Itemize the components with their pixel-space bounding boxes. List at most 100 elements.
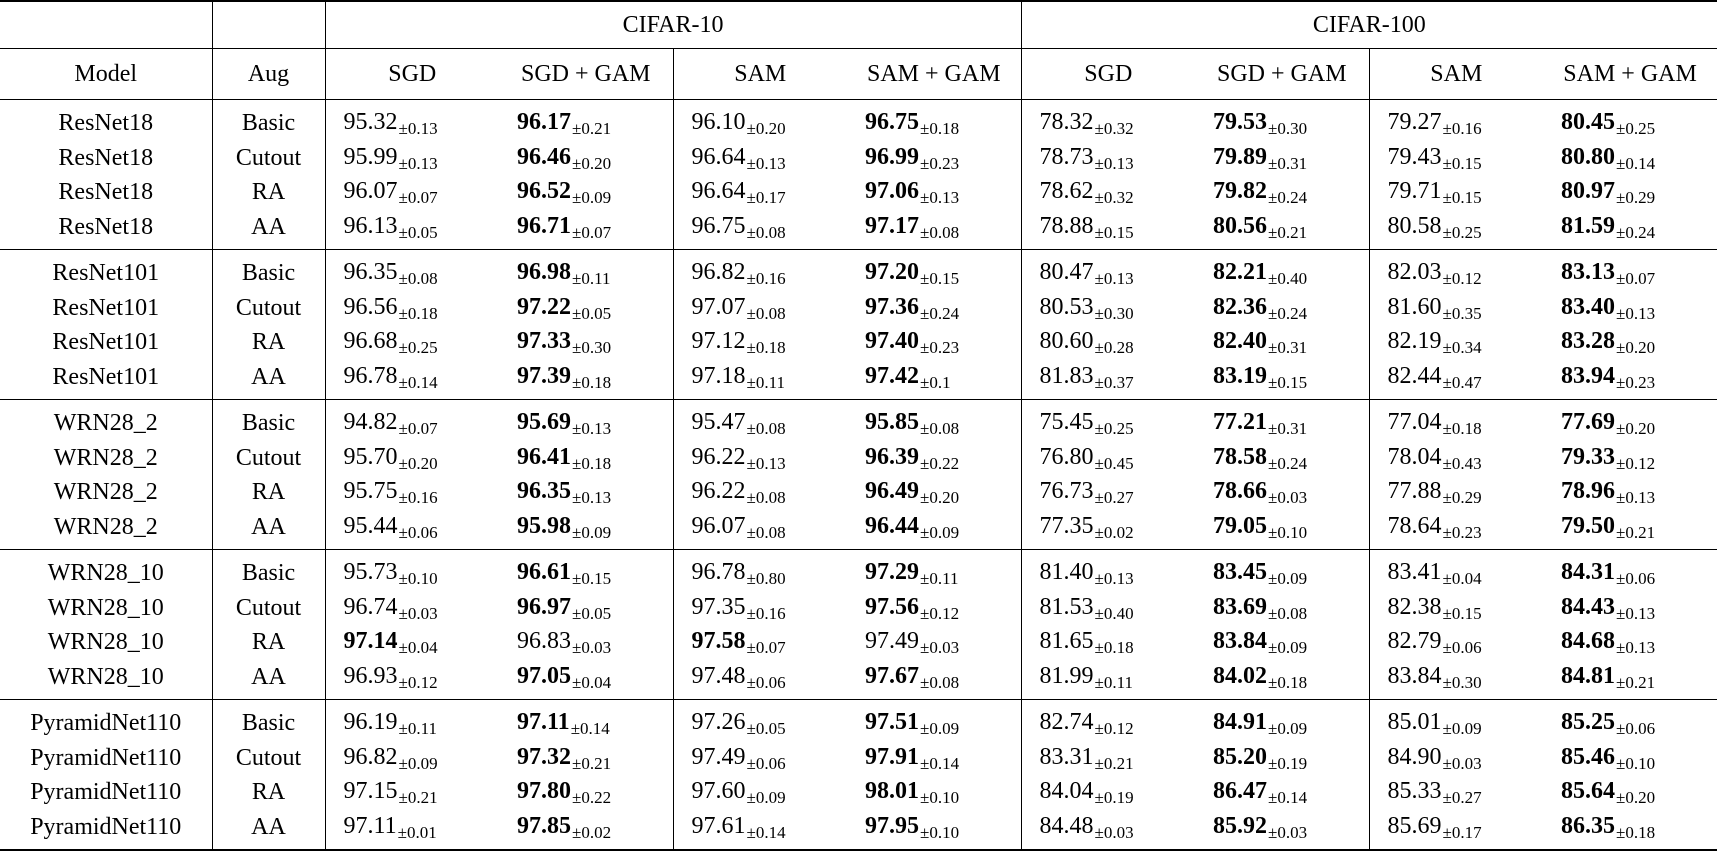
best-value: 80.97 <box>1561 178 1616 204</box>
value-with-sd: 96.82±0.16 <box>692 256 832 291</box>
std-dev: ±0.06 <box>398 522 438 542</box>
value-cell: 78.73±0.13 <box>1021 141 1195 176</box>
value-with-sd: 97.60±0.09 <box>692 775 832 810</box>
value-cell: 96.13±0.05 <box>325 210 499 250</box>
value-with-sd: 81.53±0.40 <box>1040 591 1180 626</box>
value: 82.79 <box>1387 628 1442 654</box>
value: 97.15 <box>343 778 398 804</box>
best-value: 80.45 <box>1561 109 1616 135</box>
value: 84.04 <box>1039 778 1094 804</box>
value: 96.07 <box>691 512 746 539</box>
value-with-sd: 97.61±0.14 <box>692 810 832 845</box>
std-dev: ±0.10 <box>1268 522 1308 542</box>
value: 96.35 <box>343 259 398 285</box>
value: 97.49 <box>865 628 919 654</box>
header-cifar10-sgd-gam: SGD + GAM <box>499 48 674 100</box>
value-with-sd: 78.73±0.13 <box>1040 141 1180 176</box>
value-cell: 96.97±0.05 <box>499 590 674 625</box>
value-cell: 82.38±0.15 <box>1369 591 1543 626</box>
value-cell: 96.49±0.20 <box>847 475 1022 510</box>
std-dev: ±0.21 <box>398 788 438 807</box>
std-dev: ±0.18 <box>1616 822 1656 842</box>
value-with-sd: 96.13±0.05 <box>344 210 484 245</box>
value: 83.31 <box>1039 743 1094 770</box>
std-dev: ±0.04 <box>398 638 438 657</box>
value-cell: 96.75±0.18 <box>847 99 1022 141</box>
value: 82.03 <box>1387 259 1442 285</box>
value-cell: 85.25±0.06 <box>1543 699 1717 741</box>
value-cell: 79.33±0.12 <box>1543 441 1717 476</box>
value-cell: 82.03±0.12 <box>1369 249 1544 291</box>
header-model: Model <box>0 48 213 100</box>
value-with-sd: 79.27±0.16 <box>1388 106 1528 141</box>
best-value: 85.64 <box>1561 778 1616 804</box>
value-cell: 79.05±0.10 <box>1195 509 1370 550</box>
std-dev: ±0.16 <box>746 269 786 288</box>
value-with-sd: 77.21±0.31 <box>1213 406 1353 441</box>
header-empty-aug <box>212 0 326 49</box>
value-with-sd: 97.49±0.06 <box>692 741 832 776</box>
value-with-sd: 85.25±0.06 <box>1561 706 1701 741</box>
model-cell: WRN28_2 <box>0 509 213 550</box>
best-value: 97.22 <box>517 293 571 320</box>
model-cell: PyramidNet110 <box>0 699 213 741</box>
value: 81.99 <box>1039 662 1094 689</box>
std-dev: ±0.03 <box>1268 488 1308 507</box>
value-with-sd: 96.68±0.25 <box>344 325 484 360</box>
std-dev: ±0.07 <box>398 188 438 207</box>
std-dev: ±0.29 <box>1442 488 1482 507</box>
aug-cell: AA <box>212 509 326 550</box>
std-dev: ±0.21 <box>1616 522 1656 542</box>
aug-cell: RA <box>212 625 326 660</box>
value-cell: 83.84±0.09 <box>1195 625 1370 660</box>
value: 84.48 <box>1039 812 1094 839</box>
value-with-sd: 82.21±0.40 <box>1213 256 1353 291</box>
value: 81.83 <box>1039 362 1094 389</box>
best-value: 97.42 <box>865 362 919 389</box>
std-dev: ±0.08 <box>746 222 786 242</box>
value-cell: 96.68±0.25 <box>325 325 499 360</box>
table-row: WRN28_10 Basic 95.73±0.10 96.61±0.15 96.78±0… <box>0 549 1717 591</box>
value-cell: 97.11±0.14 <box>499 699 674 741</box>
best-value: 83.94 <box>1561 362 1616 389</box>
best-value: 82.21 <box>1213 259 1268 285</box>
value-with-sd: 97.11±0.14 <box>517 706 657 741</box>
best-value: 97.20 <box>865 259 919 285</box>
header-cifar100-sam: SAM <box>1369 48 1544 100</box>
best-value: 83.69 <box>1213 593 1268 620</box>
value-with-sd: 78.96±0.13 <box>1561 475 1701 510</box>
best-value: 79.82 <box>1213 178 1268 204</box>
value-cell: 96.64±0.13 <box>673 141 847 176</box>
best-value: 80.80 <box>1561 143 1616 170</box>
value-with-sd: 81.60±0.35 <box>1388 291 1528 326</box>
model-cell: WRN28_2 <box>0 399 213 441</box>
value-cell: 97.35±0.16 <box>673 591 847 626</box>
value-with-sd: 97.95±0.10 <box>865 810 1005 845</box>
std-dev: ±0.11 <box>920 569 959 588</box>
value-with-sd: 97.51±0.09 <box>865 706 1005 741</box>
value-with-sd: 95.73±0.10 <box>344 556 484 591</box>
value-cell: 79.43±0.15 <box>1369 141 1543 176</box>
std-dev: ±0.24 <box>1268 453 1308 473</box>
value-with-sd: 83.84±0.09 <box>1213 625 1353 660</box>
value: 85.69 <box>1387 812 1442 839</box>
value-with-sd: 97.40±0.23 <box>865 325 1005 360</box>
std-dev: ±0.47 <box>1442 372 1482 392</box>
std-dev: ±0.14 <box>746 822 786 842</box>
value-with-sd: 83.94±0.23 <box>1561 360 1701 395</box>
value: 97.26 <box>691 709 746 735</box>
std-dev: ±0.11 <box>398 719 437 738</box>
value-cell: 97.80±0.22 <box>499 775 674 810</box>
best-value: 79.33 <box>1561 443 1616 470</box>
best-value: 96.44 <box>865 512 919 539</box>
value-with-sd: 96.82±0.09 <box>344 741 484 776</box>
std-dev: ±0.25 <box>1094 419 1134 438</box>
std-dev: ±0.09 <box>920 522 960 542</box>
value-cell: 81.60±0.35 <box>1369 291 1543 326</box>
value-cell: 86.35±0.18 <box>1543 809 1717 851</box>
std-dev: ±0.09 <box>1442 719 1482 738</box>
best-value: 96.46 <box>517 143 571 170</box>
value-cell: 96.44±0.09 <box>847 509 1022 550</box>
value: 96.56 <box>343 293 398 320</box>
best-value: 79.89 <box>1213 143 1268 170</box>
